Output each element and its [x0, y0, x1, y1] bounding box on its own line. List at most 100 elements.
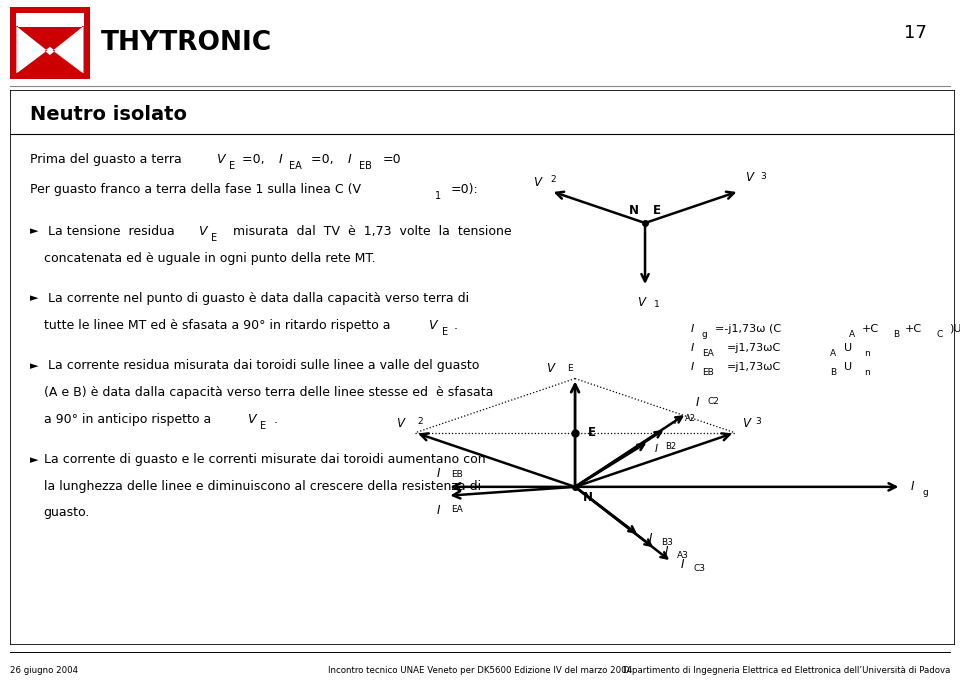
Text: E: E — [567, 364, 573, 373]
Text: I: I — [279, 152, 283, 166]
Text: Neutro isolato: Neutro isolato — [31, 105, 187, 124]
Text: B: B — [830, 368, 836, 377]
Text: V: V — [742, 417, 751, 430]
Text: ►: ► — [31, 226, 39, 237]
Text: N: N — [630, 204, 639, 217]
Text: EB: EB — [702, 368, 713, 377]
Text: U: U — [844, 362, 852, 373]
Text: =-j1,73ω (C: =-j1,73ω (C — [715, 324, 781, 333]
Text: concatenata ed è uguale in ogni punto della rete MT.: concatenata ed è uguale in ogni punto de… — [43, 251, 375, 264]
Text: La tensione  residua: La tensione residua — [43, 225, 182, 238]
Text: C: C — [936, 330, 943, 339]
Text: guasto.: guasto. — [43, 506, 90, 520]
Text: I: I — [437, 504, 440, 517]
Text: n: n — [864, 349, 870, 358]
Text: =j1,73ωC: =j1,73ωC — [727, 362, 780, 373]
Text: A: A — [830, 349, 836, 358]
Text: V: V — [745, 171, 753, 184]
Text: A3: A3 — [677, 551, 689, 560]
Polygon shape — [17, 14, 83, 28]
Text: =0: =0 — [382, 152, 400, 166]
Text: I: I — [673, 416, 677, 426]
Text: I: I — [696, 396, 700, 409]
Text: C3: C3 — [693, 564, 706, 573]
Text: I: I — [911, 480, 914, 493]
Text: V: V — [198, 225, 206, 238]
Text: g: g — [923, 488, 928, 497]
Text: 2: 2 — [550, 175, 556, 184]
Text: =0,: =0, — [242, 152, 273, 166]
Polygon shape — [16, 13, 84, 26]
Text: .: . — [454, 319, 458, 332]
Text: 3: 3 — [756, 417, 761, 426]
Text: I: I — [437, 467, 440, 480]
Text: V: V — [534, 176, 541, 189]
Text: ►: ► — [31, 455, 39, 464]
Text: N: N — [583, 491, 592, 504]
Text: I: I — [649, 532, 653, 545]
Text: V: V — [216, 152, 225, 166]
Text: Dipartimento di Ingegneria Elettrica ed Elettronica dell’Università di Padova: Dipartimento di Ingegneria Elettrica ed … — [623, 666, 950, 676]
Text: E: E — [260, 421, 266, 431]
Text: ►: ► — [31, 293, 39, 304]
Text: EB: EB — [358, 161, 372, 171]
Text: g: g — [702, 330, 708, 339]
Text: A2: A2 — [684, 414, 696, 423]
Text: I: I — [655, 444, 658, 454]
Text: C2: C2 — [708, 397, 719, 406]
Text: 1: 1 — [435, 191, 442, 201]
Text: Prima del guasto a terra: Prima del guasto a terra — [31, 152, 186, 166]
Polygon shape — [16, 26, 84, 73]
Text: B: B — [893, 330, 899, 339]
Polygon shape — [17, 28, 83, 72]
Text: I: I — [665, 545, 668, 558]
Text: V: V — [546, 362, 554, 375]
Text: =j1,73ωC: =j1,73ωC — [727, 343, 780, 353]
Text: 2: 2 — [418, 417, 423, 426]
Text: la lunghezza delle linee e diminuiscono al crescere della resistenza di: la lunghezza delle linee e diminuiscono … — [43, 480, 481, 493]
Text: +C: +C — [905, 324, 923, 333]
Text: E: E — [211, 233, 217, 243]
Text: ►: ► — [31, 361, 39, 371]
Text: V: V — [637, 296, 645, 308]
Text: (A e B) è data dalla capacità verso terra delle linee stesse ed  è sfasata: (A e B) è data dalla capacità verso terr… — [43, 386, 493, 399]
Text: 1: 1 — [654, 299, 660, 308]
Text: E: E — [229, 161, 235, 171]
Text: EB: EB — [451, 470, 463, 479]
Text: I: I — [348, 152, 352, 166]
Text: La corrente di guasto e le correnti misurate dai toroidi aumentano con: La corrente di guasto e le correnti misu… — [43, 453, 485, 466]
Text: E: E — [588, 426, 596, 440]
Text: V: V — [396, 417, 404, 430]
Text: I: I — [690, 324, 694, 333]
Text: Per guasto franco a terra della fase 1 sulla linea C (V: Per guasto franco a terra della fase 1 s… — [31, 183, 361, 196]
Text: La corrente nel punto di guasto è data dalla capacità verso terra di: La corrente nel punto di guasto è data d… — [43, 292, 468, 305]
Text: U: U — [844, 343, 852, 353]
Text: 17: 17 — [903, 24, 926, 42]
Text: A: A — [850, 330, 855, 339]
Text: =0):: =0): — [450, 183, 478, 196]
Text: E: E — [442, 327, 448, 337]
Text: )U: )U — [948, 324, 960, 333]
Text: misurata  dal  TV  è  1,73  volte  la  tensione: misurata dal TV è 1,73 volte la tensione — [226, 225, 512, 238]
Text: V: V — [428, 319, 437, 332]
Text: 26 giugno 2004: 26 giugno 2004 — [10, 666, 78, 676]
Text: EA: EA — [290, 161, 302, 171]
Text: 3: 3 — [760, 172, 766, 181]
Text: B2: B2 — [665, 442, 676, 451]
Bar — [10, 7, 90, 79]
Text: La corrente residua misurata dai toroidi sulle linee a valle del guasto: La corrente residua misurata dai toroidi… — [43, 359, 479, 373]
Text: +C: +C — [861, 324, 878, 333]
Text: V: V — [247, 413, 255, 426]
Text: n: n — [864, 368, 870, 377]
Text: EA: EA — [702, 349, 713, 358]
Text: I: I — [681, 558, 684, 571]
Text: Incontro tecnico UNAE Veneto per DK5600 Edizione IV del marzo 2004: Incontro tecnico UNAE Veneto per DK5600 … — [328, 666, 632, 676]
Text: .: . — [274, 413, 277, 426]
Text: I: I — [690, 343, 694, 353]
Text: EA: EA — [451, 504, 463, 513]
Text: B3: B3 — [661, 538, 673, 547]
Text: I: I — [690, 362, 694, 373]
Text: =0,: =0, — [311, 152, 342, 166]
Text: tutte le linee MT ed è sfasata a 90° in ritardo rispetto a: tutte le linee MT ed è sfasata a 90° in … — [43, 319, 395, 332]
Text: a 90° in anticipo rispetto a: a 90° in anticipo rispetto a — [43, 413, 215, 426]
